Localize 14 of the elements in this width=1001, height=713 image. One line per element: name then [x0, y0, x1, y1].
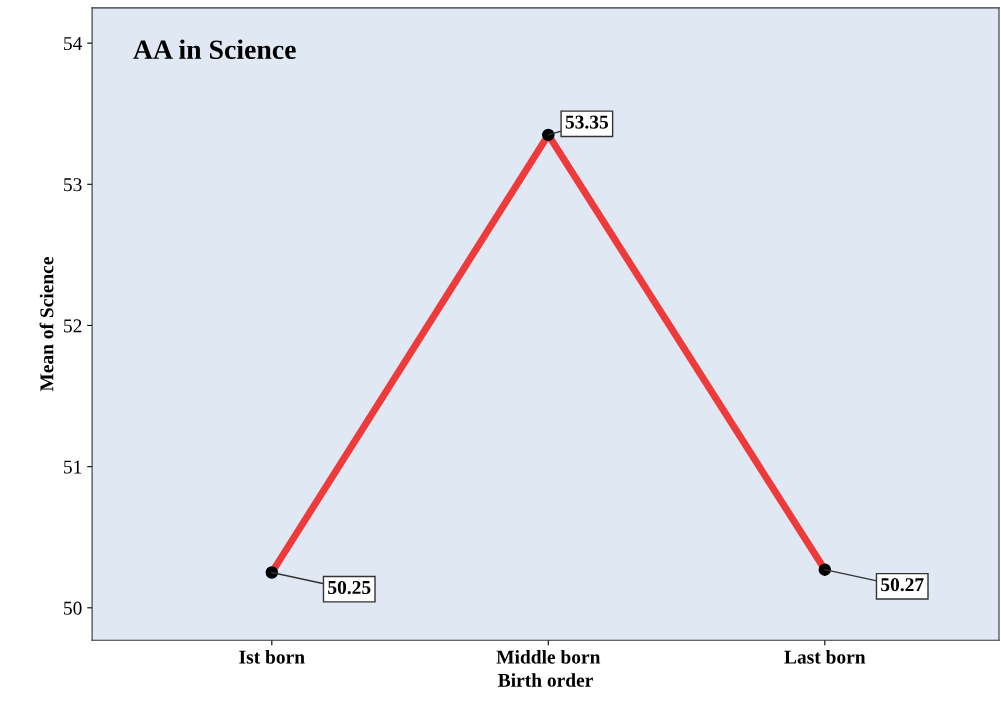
x-axis-title: Birth order: [498, 673, 593, 687]
data-label: 50.25: [328, 580, 371, 595]
y-tick-label: 51: [64, 460, 82, 474]
y-axis-title: Mean of Science: [39, 257, 54, 392]
y-tick-label: 53: [64, 178, 82, 192]
x-tick-label: Ist born: [239, 650, 305, 664]
x-tick-label: Middle born: [496, 650, 601, 664]
text: AA in Science: [133, 39, 296, 60]
data-label: 53.35: [565, 115, 609, 129]
y-tick-label: 50: [64, 601, 82, 615]
data-label: 50.27: [881, 578, 924, 592]
y-tick-label: 52: [64, 319, 82, 333]
x-tick-label: Last born: [784, 650, 866, 664]
y-tick-label: 54: [64, 37, 83, 51]
